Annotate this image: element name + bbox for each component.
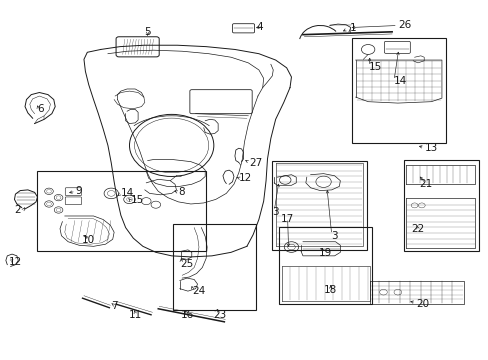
Text: 9: 9 bbox=[75, 186, 82, 196]
Text: 14: 14 bbox=[393, 76, 407, 86]
Text: 7: 7 bbox=[111, 301, 117, 311]
Text: 13: 13 bbox=[424, 143, 437, 153]
Text: 20: 20 bbox=[415, 299, 428, 309]
Text: 16: 16 bbox=[180, 310, 193, 320]
Text: 19: 19 bbox=[318, 248, 331, 258]
Text: 22: 22 bbox=[410, 224, 424, 234]
Text: 12: 12 bbox=[238, 173, 251, 183]
Bar bbox=[38, 171, 206, 251]
Bar bbox=[172, 224, 256, 310]
Text: 6: 6 bbox=[38, 104, 44, 114]
Text: 15: 15 bbox=[368, 62, 382, 72]
Text: 8: 8 bbox=[178, 187, 184, 197]
Text: 23: 23 bbox=[212, 310, 226, 320]
Text: 1: 1 bbox=[349, 23, 356, 33]
Text: 10: 10 bbox=[82, 235, 95, 245]
Text: 18: 18 bbox=[324, 285, 337, 295]
Text: 14: 14 bbox=[121, 188, 134, 198]
Bar bbox=[272, 161, 366, 250]
Text: 26: 26 bbox=[397, 21, 410, 31]
Text: 25: 25 bbox=[180, 259, 193, 269]
Text: 17: 17 bbox=[281, 214, 294, 224]
Text: 24: 24 bbox=[191, 286, 204, 296]
Text: 4: 4 bbox=[256, 22, 262, 32]
Text: 27: 27 bbox=[249, 158, 262, 168]
Text: 3: 3 bbox=[272, 207, 278, 217]
Text: 3: 3 bbox=[330, 231, 337, 242]
Text: 5: 5 bbox=[144, 27, 151, 37]
Text: 11: 11 bbox=[128, 310, 142, 320]
Text: 15: 15 bbox=[130, 195, 143, 206]
Text: 2: 2 bbox=[14, 205, 20, 215]
Bar bbox=[403, 160, 478, 251]
Text: 21: 21 bbox=[418, 179, 431, 189]
Text: 12: 12 bbox=[9, 257, 22, 267]
Bar bbox=[279, 227, 372, 304]
Bar bbox=[351, 38, 445, 143]
